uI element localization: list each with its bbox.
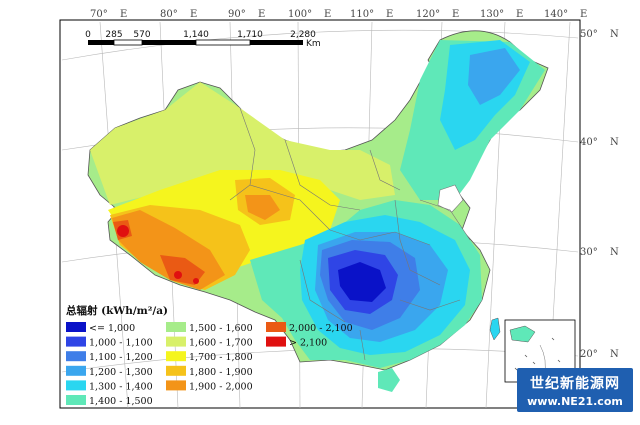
legend-swatch	[166, 351, 186, 362]
legend-label: 2,000 - 2,100	[289, 323, 353, 334]
longitude-labels: 70° E 80° E 90° E 100° E 110° E 120° E 1…	[90, 9, 587, 20]
lon-label-70: 70°	[90, 9, 108, 20]
radiation-zones	[90, 40, 545, 392]
scale-tick-0: 0	[85, 30, 91, 40]
legend-title: 总辐射 (kWh/m²/a)	[66, 304, 168, 317]
scale-tick-2280: 2,280	[290, 30, 316, 40]
lon-label-80: 80°	[160, 9, 178, 20]
legend-label: 1,700 - 1,800	[189, 352, 253, 363]
legend-label: 1,000 - 1,100	[89, 338, 153, 349]
legend-swatch	[66, 395, 86, 405]
legend-label: 1,800 - 1,900	[189, 367, 253, 378]
scale-tick-570: 570	[133, 30, 150, 40]
legend-swatch	[266, 322, 286, 332]
lon-label-100: 100°	[288, 9, 312, 20]
lon-label-110-dir: E	[386, 9, 393, 20]
lat-label-40-dir: N	[610, 137, 619, 148]
legend: 总辐射 (kWh/m²/a) <= 1,000 1,000 - 1,100 1,10…	[66, 304, 353, 407]
lon-label-70-dir: E	[120, 9, 127, 20]
lat-label-30-dir: N	[610, 247, 619, 258]
legend-label: 1,100 - 1,200	[89, 352, 153, 363]
lon-label-120: 120°	[416, 9, 440, 20]
legend-swatch	[166, 322, 186, 332]
scale-unit: Km	[306, 39, 321, 49]
scale-tick-1710: 1,710	[237, 30, 263, 40]
lat-label-50-dir: N	[610, 29, 619, 40]
lat-label-20: 20°	[580, 349, 598, 360]
lon-label-80-dir: E	[190, 9, 197, 20]
legend-label: 1,600 - 1,700	[189, 338, 253, 349]
legend-swatch	[66, 365, 86, 376]
legend-swatch	[166, 365, 186, 376]
lat-label-20-dir: N	[610, 349, 619, 360]
watermark-logo: 世纪新能源网 www.NE21.com	[517, 368, 633, 412]
lon-label-130: 130°	[480, 9, 504, 20]
lon-label-140: 140°	[544, 9, 568, 20]
legend-swatch	[266, 336, 286, 347]
legend-label: 1,500 - 1,600	[189, 323, 253, 334]
lon-label-110: 110°	[350, 9, 374, 20]
lat-label-30: 30°	[580, 247, 598, 258]
legend-label: 1,300 - 1,400	[89, 381, 153, 392]
legend-label: 1,900 - 2,000	[189, 381, 253, 392]
watermark-url: www.NE21.com	[527, 395, 623, 408]
legend-swatch	[66, 380, 86, 391]
lat-label-50: 50°	[580, 29, 598, 40]
legend-swatch	[166, 336, 186, 347]
lat-label-40: 40°	[580, 137, 598, 148]
legend-label: 1,200 - 1,300	[89, 367, 153, 378]
legend-label: <= 1,000	[89, 323, 135, 334]
lon-label-140-dir: E	[580, 9, 587, 20]
taiwan	[489, 317, 501, 341]
scale-tick-1140: 1,140	[183, 30, 209, 40]
watermark-chinese: 世纪新能源网	[530, 376, 620, 392]
lon-label-100-dir: E	[324, 9, 331, 20]
lon-label-90-dir: E	[258, 9, 265, 20]
lon-label-120-dir: E	[452, 9, 459, 20]
legend-swatch	[66, 351, 86, 362]
legend-label: > 2,100	[289, 338, 327, 349]
legend-swatch	[66, 322, 86, 332]
lon-label-130-dir: E	[516, 9, 523, 20]
province-boundaries	[229, 107, 471, 361]
scale-bar: 0 285 570 1,140 1,710 2,280 Km	[85, 30, 321, 49]
legend-label: 1,400 - 1,500	[89, 396, 153, 407]
lon-label-90: 90°	[228, 9, 246, 20]
latitude-labels: 50° N 40° N 30° N 20° N	[580, 29, 619, 360]
legend-swatch	[66, 336, 86, 347]
legend-swatch	[166, 380, 186, 391]
scale-tick-285: 285	[105, 30, 122, 40]
